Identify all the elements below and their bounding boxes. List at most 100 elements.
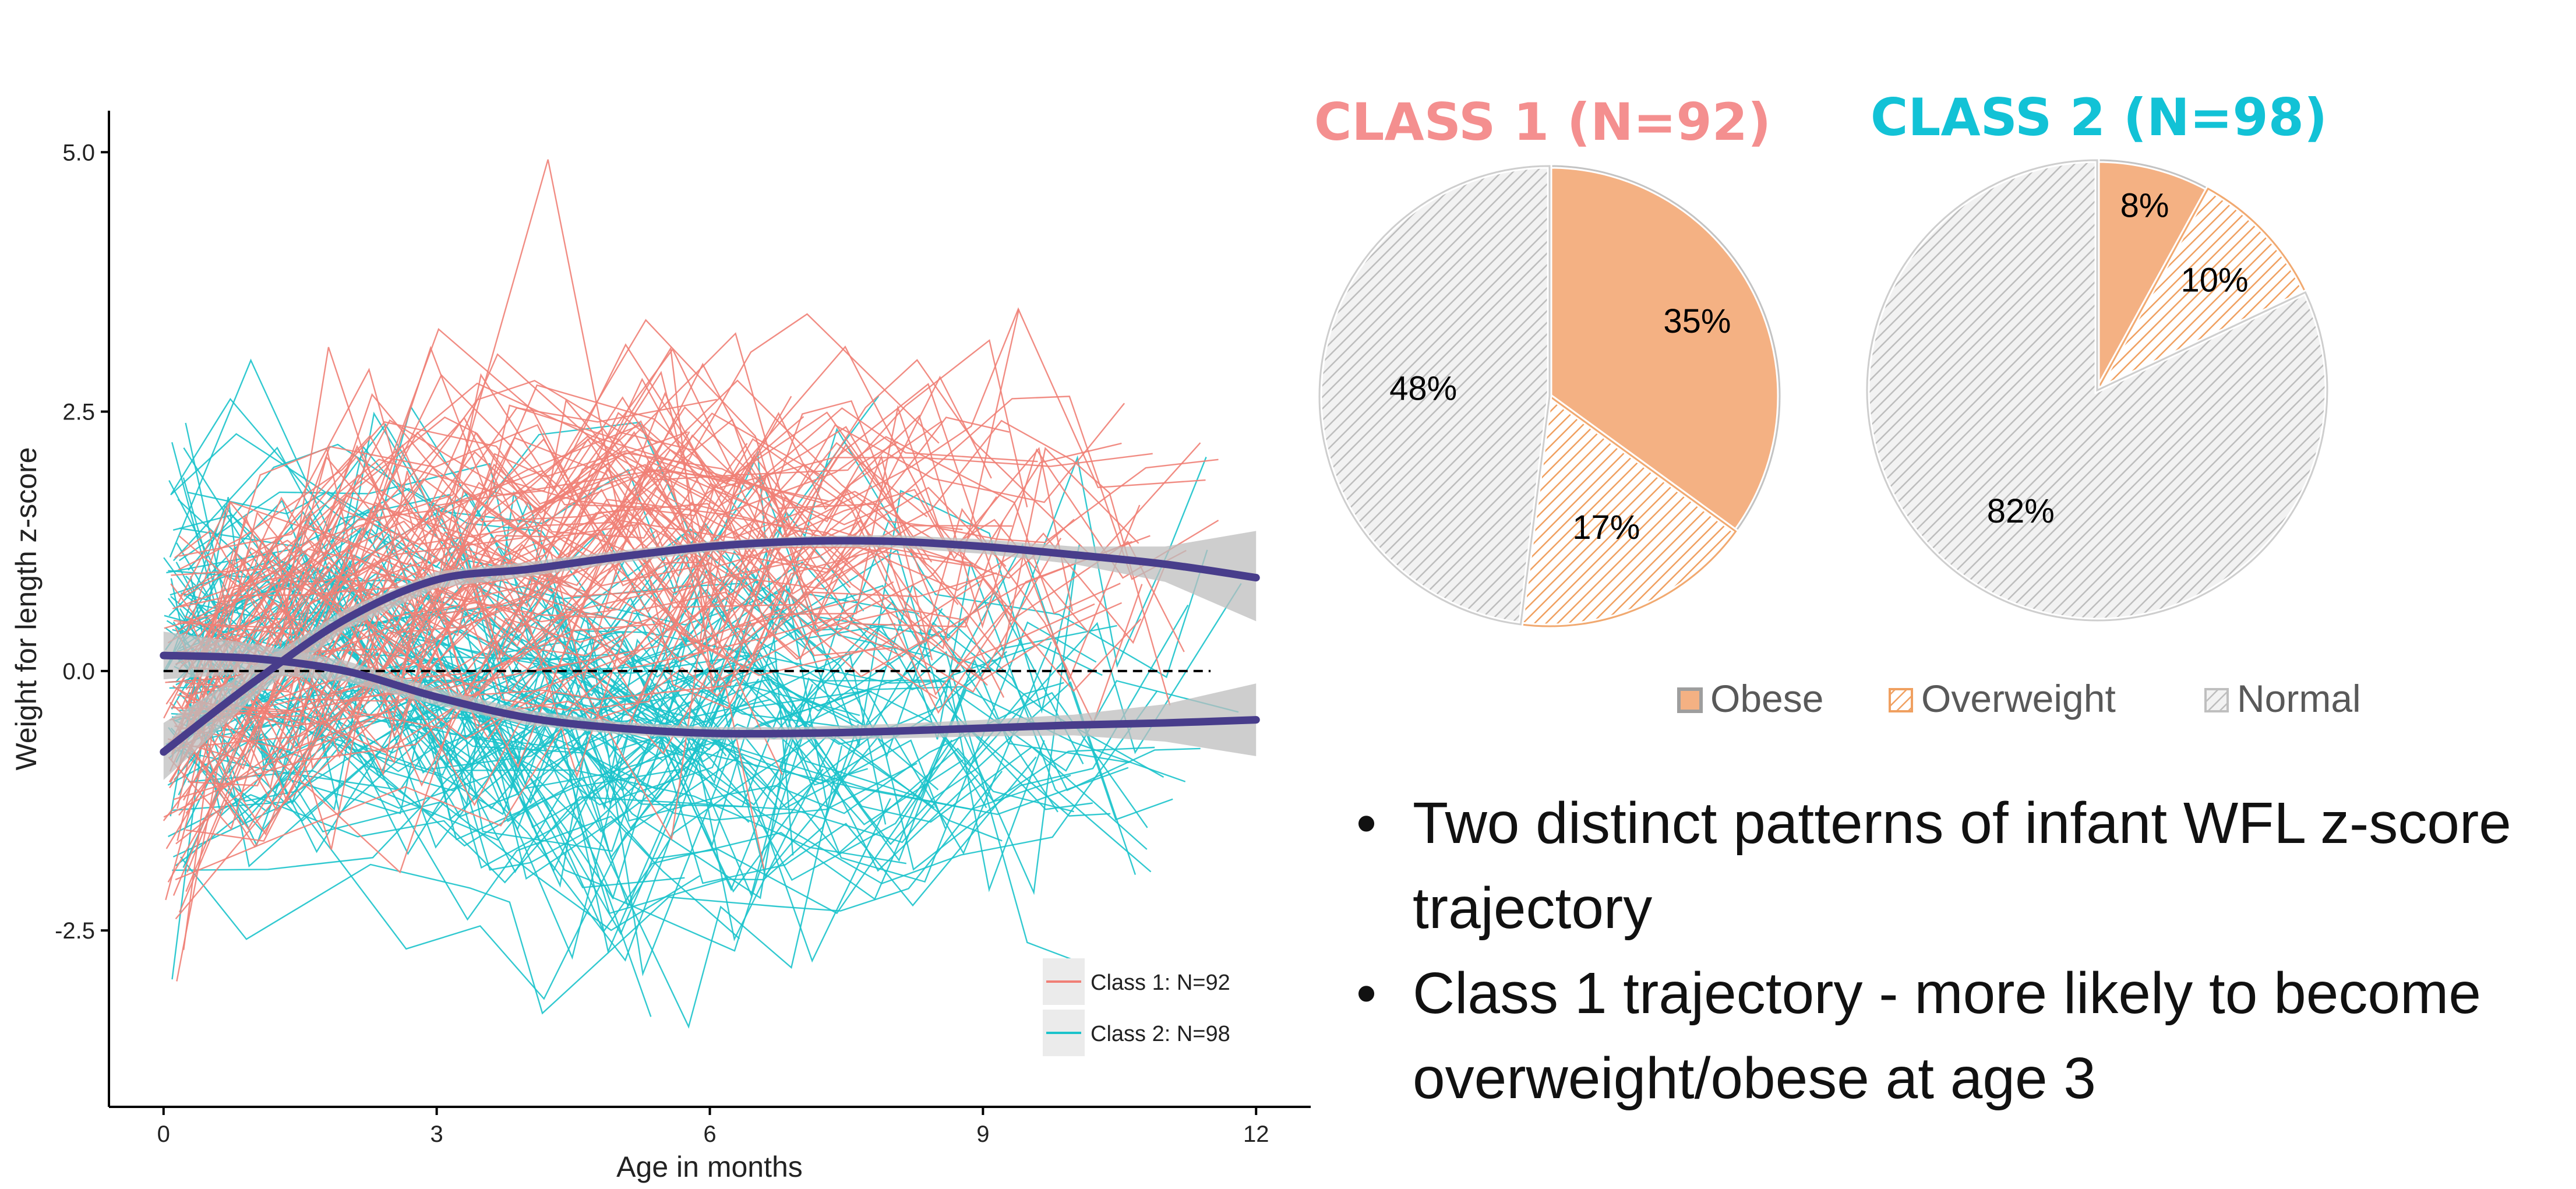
individual-trajectory-line: [175, 398, 717, 752]
individual-trajectory-line: [173, 578, 1035, 800]
individual-trajectory-line: [175, 668, 843, 1029]
individual-trajectory-line: [165, 510, 864, 728]
bullet-text: Class 1 trajectory - more likely to beco…: [1413, 961, 2481, 1111]
individual-trajectory-line: [188, 593, 849, 952]
individual-trajectory-line: [189, 438, 1062, 791]
pie-slice-label: 8%: [2120, 186, 2169, 224]
pie-slice-outline: [2096, 159, 2210, 391]
pie-slice-outline: [1866, 159, 2328, 622]
individual-trajectory-line: [190, 576, 859, 915]
x-tick-label: 0: [157, 1121, 170, 1147]
y-axis-ticks: -2.5 0.0 2.5 5.0: [55, 140, 109, 944]
individual-trajectory-line: [180, 426, 927, 667]
y-tick-label: 2.5: [62, 400, 95, 425]
individual-trajectory-line: [172, 580, 652, 1017]
legend-label-obese: Obese: [1710, 677, 1823, 720]
individual-trajectory-line: [188, 443, 1081, 748]
individual-trajectory-line: [165, 489, 757, 849]
smoothed-curves: [160, 537, 1260, 756]
pie-slice-outline: [1519, 394, 1737, 627]
line-legend-label: Class 1: N=92: [1091, 971, 1230, 995]
confidence-band-class1: [163, 531, 1257, 780]
individual-trajectory-line: [184, 683, 968, 933]
x-tick-label: 6: [703, 1121, 716, 1147]
pie-slice-label: 48%: [1389, 369, 1457, 407]
pie-slice-outline: [1548, 165, 1781, 533]
individual-trajectory-line: [178, 400, 1168, 740]
individual-trajectory-line: [163, 431, 860, 818]
legend-swatch-obese: [1677, 687, 1703, 713]
individual-trajectory-line: [181, 371, 928, 750]
individual-trajectory-line: [172, 446, 616, 728]
pie-slice-label: 35%: [1663, 302, 1731, 340]
pie-slice-outline: [1318, 165, 1551, 626]
individual-trajectory-line: [175, 548, 899, 881]
bullet-item: • Class 1 trajectory - more likely to bec…: [1351, 951, 2546, 1121]
x-axis-label: Age in months: [616, 1151, 803, 1183]
individual-trajectory-line: [172, 634, 624, 749]
legend-label-normal: Normal: [2237, 677, 2361, 720]
individual-trajectory-line: [171, 379, 963, 755]
individual-trajectory-line: [172, 512, 1095, 896]
y-tick-label: 0.0: [62, 659, 95, 685]
line-chart-legend: Class 1: N=92 Class 2: N=98: [1043, 958, 1230, 1056]
y-axis-label: Weight for length z-score: [10, 447, 43, 771]
class1-pie-chart: CLASS 1 (N=92) 35% 17% 48%: [1314, 92, 1783, 629]
pie-slice-outline: [2095, 187, 2307, 393]
summary-bullets: • Two distinct patterns of infant WFL z-s…: [1351, 781, 2546, 1121]
individual-trajectory-line: [177, 454, 1122, 682]
individual-trajectory-line: [171, 471, 1005, 850]
individual-trajectory-line: [177, 467, 1004, 727]
individual-trajectory-line: [170, 578, 1148, 850]
individual-trajectory-line: [178, 572, 997, 913]
individual-trajectory-line: [180, 771, 1003, 1015]
pie-slice-label: 17%: [1572, 509, 1640, 546]
individual-trajectory-line: [177, 412, 1219, 629]
individual-trajectory-line: [189, 503, 894, 786]
legend-swatch-overweight: [1889, 688, 1913, 712]
x-axis-ticks: 0 3 6 9 12: [157, 1107, 1269, 1147]
class2-pie-title: CLASS 2 (N=98): [1871, 87, 2327, 147]
individual-trajectories: [163, 159, 1242, 1029]
line-legend-label: Class 2: N=98: [1091, 1022, 1230, 1046]
bullet-item: • Two distinct patterns of infant WFL z-s…: [1351, 781, 2546, 951]
pie-slice-label: 10%: [2181, 262, 2249, 299]
individual-trajectory-line: [163, 537, 938, 821]
individual-trajectory-line: [185, 343, 1153, 637]
x-tick-label: 3: [430, 1121, 443, 1147]
individual-trajectory-line: [183, 574, 764, 950]
individual-trajectory-line: [169, 486, 715, 789]
individual-trajectory-line: [172, 754, 891, 1000]
individual-trajectory-line: [168, 499, 707, 821]
trajectory-line-chart: -2.5 0.0 2.5 5.0 0 3 6 9 12 Age in months Weigh…: [10, 111, 1311, 1183]
individual-trajectory-line: [165, 588, 1075, 961]
class2-pie-chart: CLASS 2 (N=98) 8% 10% 82%: [1864, 87, 2330, 623]
smooth-curve-class2: [160, 651, 1260, 738]
pie-slice-label: 82%: [1987, 492, 2055, 530]
y-tick-label: 5.0: [62, 140, 95, 165]
smooth-curve-class1: [160, 537, 1260, 756]
individual-trajectory-line: [175, 574, 1242, 776]
individual-trajectory-line: [173, 436, 1121, 636]
pie-legend: Obese Overweight Normal: [1677, 677, 2361, 720]
individual-trajectory-line: [165, 391, 1143, 740]
individual-trajectory-line: [168, 682, 1064, 884]
legend-label-overweight: Overweight: [1921, 677, 2116, 720]
individual-trajectory-line: [182, 488, 860, 715]
individual-trajectory-line: [170, 405, 1219, 803]
individual-trajectory-line: [178, 481, 713, 816]
x-tick-label: 12: [1243, 1121, 1269, 1147]
individual-trajectory-line: [165, 538, 666, 901]
individual-trajectory-line: [179, 373, 1125, 607]
bullet-glyph: •: [1356, 791, 1377, 856]
class1-pie-title: CLASS 1 (N=92): [1314, 92, 1771, 152]
y-tick-label: -2.5: [55, 918, 95, 944]
individual-trajectory-line: [184, 377, 887, 708]
individual-trajectory-line: [185, 616, 767, 892]
individual-trajectory-line: [178, 421, 694, 571]
individual-trajectory-line: [180, 159, 984, 608]
bullet-text: Two distinct patterns of infant WFL z-sc…: [1413, 791, 2511, 941]
x-tick-label: 9: [976, 1121, 989, 1147]
individual-trajectory-line: [172, 346, 933, 771]
individual-trajectory-line: [177, 398, 988, 686]
